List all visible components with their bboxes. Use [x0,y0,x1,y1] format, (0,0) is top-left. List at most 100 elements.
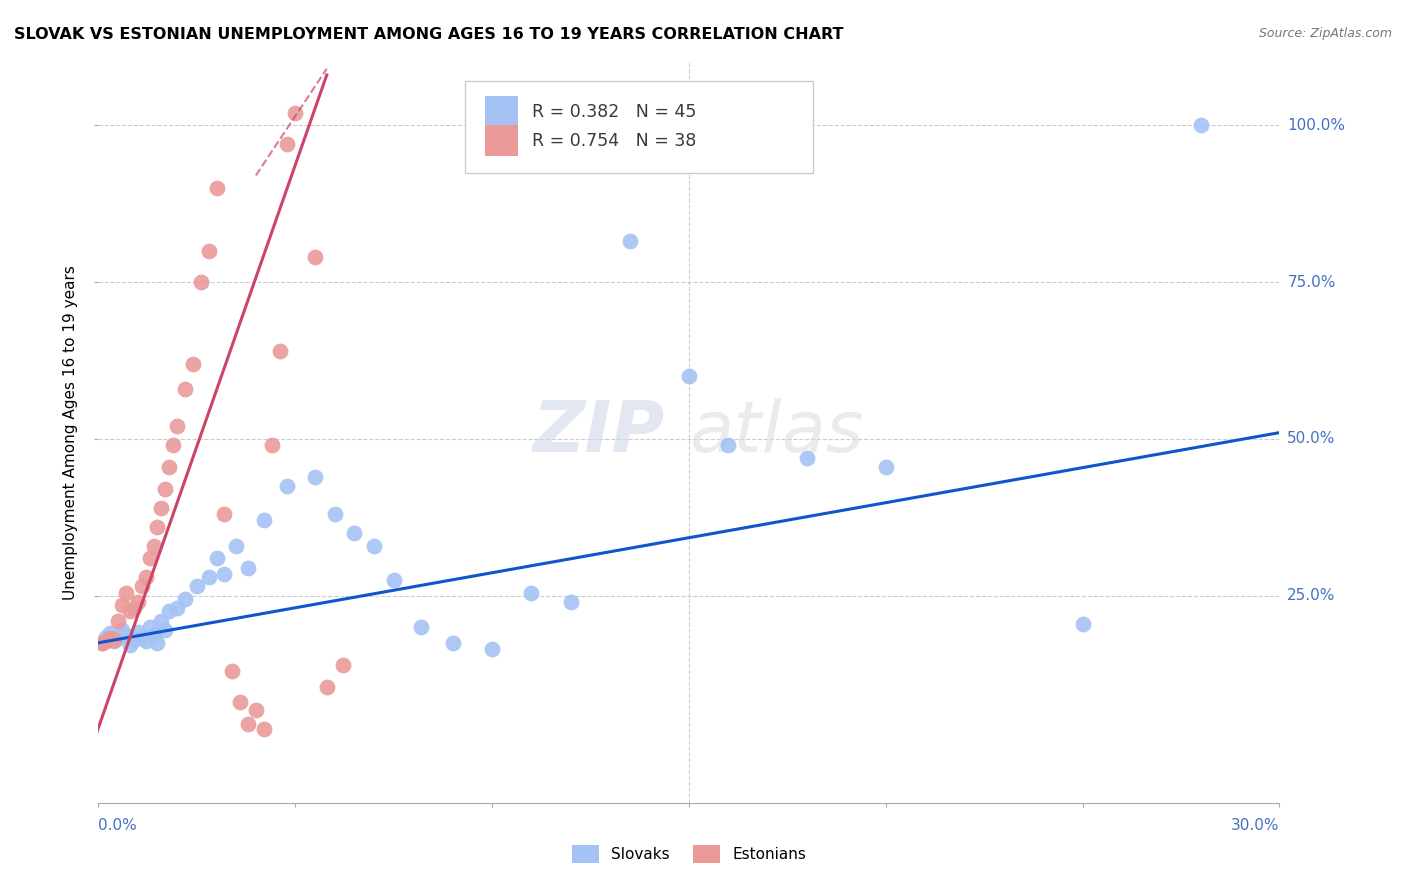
Text: 100.0%: 100.0% [1288,118,1346,133]
Point [131,579,153,593]
Point [107,632,129,646]
Y-axis label: Unemployment Among Ages 16 to 19 years: Unemployment Among Ages 16 to 19 years [63,265,79,600]
Point [382,573,405,587]
Point [122,601,145,615]
Point [276,136,298,151]
Point [221,664,243,678]
Point [236,560,259,574]
Point [138,551,160,566]
Point [229,695,252,709]
Text: R = 0.382   N = 45: R = 0.382 N = 45 [531,103,696,121]
Text: Source: ZipAtlas.com: Source: ZipAtlas.com [1258,27,1392,40]
Text: 50.0%: 50.0% [1288,432,1336,446]
Point [253,722,276,736]
Point [103,632,125,647]
Point [127,595,149,609]
Point [323,507,346,521]
Point [142,627,165,641]
Text: 30.0%: 30.0% [1232,819,1279,833]
Text: 75.0%: 75.0% [1288,275,1336,290]
Point [875,460,897,475]
Text: ZIP: ZIP [533,398,665,467]
Point [214,566,236,581]
Point [260,438,283,452]
Point [678,369,700,384]
Text: SLOVAK VS ESTONIAN UNEMPLOYMENT AMONG AGES 16 TO 19 YEARS CORRELATION CHART: SLOVAK VS ESTONIAN UNEMPLOYMENT AMONG AG… [14,27,844,42]
Point [717,438,740,452]
Point [205,551,228,566]
Point [245,703,267,717]
Text: R = 0.754   N = 38: R = 0.754 N = 38 [531,132,696,150]
Point [115,585,138,599]
Point [96,634,118,648]
Point [315,680,337,694]
Point [520,585,543,599]
Point [284,105,307,120]
Point [118,638,141,652]
Point [118,604,141,618]
Point [131,630,153,644]
Point [127,625,149,640]
Point [91,636,114,650]
Point [135,634,157,648]
Point [96,630,118,644]
Point [560,595,582,609]
Point [91,636,114,650]
Point [166,601,188,615]
Point [363,539,385,553]
Point [111,598,134,612]
Point [166,419,188,434]
Point [236,717,259,731]
Point [135,570,157,584]
Point [276,479,298,493]
Point [197,244,219,258]
Point [441,636,464,650]
Point [253,513,276,527]
Point [174,382,197,396]
Point [190,275,212,289]
Point [103,634,125,648]
Point [122,632,145,647]
Point [205,181,228,195]
Point [150,614,173,628]
Bar [485,96,517,128]
FancyBboxPatch shape [464,81,813,173]
Point [146,520,169,534]
Point [162,438,184,452]
Text: atlas: atlas [689,398,863,467]
Point [269,344,291,359]
Point [304,469,326,483]
Point [186,579,208,593]
Text: 0.0%: 0.0% [98,819,138,833]
Point [155,624,177,638]
Point [115,627,138,641]
Point [796,450,818,465]
Point [343,526,366,541]
Point [1189,118,1212,132]
Point [146,636,169,650]
Point [157,460,180,475]
Text: 25.0%: 25.0% [1288,588,1336,603]
Point [197,570,219,584]
Point [1071,617,1094,632]
Point [150,500,173,515]
Bar [485,126,517,156]
Point [332,657,354,672]
Point [619,234,641,248]
Point [138,620,160,634]
Point [107,614,129,628]
Point [411,620,433,634]
Point [157,604,180,618]
Point [304,250,326,264]
Point [225,539,247,553]
Point [142,539,165,553]
Point [111,624,134,638]
Point [181,357,204,371]
Point [155,482,177,496]
Point [481,642,503,657]
Point [98,632,121,646]
Point [174,591,197,606]
Point [98,626,121,640]
Legend: Slovaks, Estonians: Slovaks, Estonians [565,839,813,869]
Point [214,507,236,521]
